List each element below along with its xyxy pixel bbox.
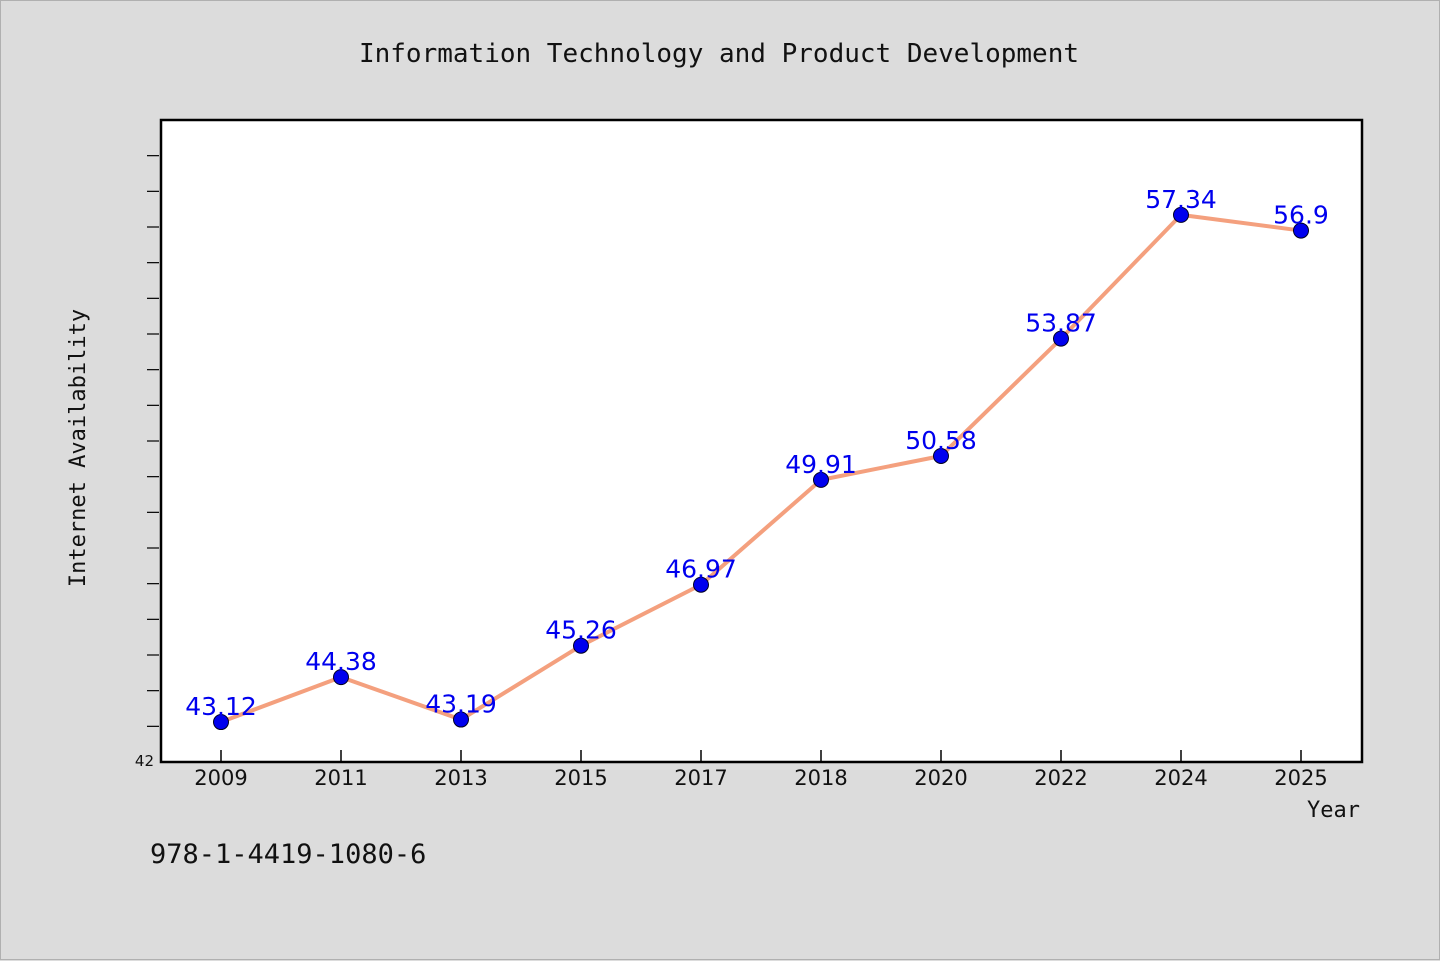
data-label: 50.58 [905, 426, 977, 455]
data-label: 53.87 [1025, 309, 1097, 338]
data-point [813, 471, 829, 488]
data-point [213, 714, 229, 731]
x-axis-label: Year [1307, 798, 1360, 823]
data-point [573, 637, 589, 654]
chart-title: Information Technology and Product Devel… [359, 39, 1079, 69]
x-tick-label: 2020 [914, 766, 967, 790]
x-tick-label: 2025 [1274, 766, 1327, 790]
x-tick-label: 2024 [1154, 766, 1207, 790]
y-axis-label: Internet Availability [66, 309, 91, 587]
data-point [1173, 206, 1189, 223]
data-point [453, 711, 469, 728]
data-label: 46.97 [665, 555, 737, 584]
data-label: 43.19 [425, 690, 497, 719]
x-tick-label: 2011 [314, 766, 367, 790]
footer-code: 978-1-4419-1080-6 [150, 839, 426, 870]
y-tick-label: 42 [135, 752, 154, 770]
x-tick-label: 2013 [434, 766, 487, 790]
data-label: 57.34 [1145, 185, 1217, 214]
data-point [1293, 222, 1309, 239]
plot-area [159, 118, 1364, 764]
data-label: 43.12 [185, 692, 257, 721]
x-axis-ticks: 2009 2011 2013 2015 2017 2018 2020 2022 2024 2025 [194, 750, 1328, 790]
data-point [693, 576, 709, 593]
data-label: 44.38 [305, 647, 377, 676]
series-layer: 43.12 44.38 43.19 45.26 46.97 49.91 50.58 53.87… [185, 185, 1329, 731]
x-tick-label: 2015 [554, 766, 607, 790]
x-tick-label: 2009 [194, 766, 247, 790]
data-label: 56.9 [1273, 201, 1329, 230]
data-label: 45.26 [545, 616, 617, 645]
x-tick-label: 2022 [1034, 766, 1087, 790]
x-tick-label: 2017 [674, 766, 727, 790]
data-point [1053, 330, 1069, 347]
data-label: 49.91 [785, 450, 857, 479]
series-line [220, 212, 1302, 724]
data-point [933, 447, 949, 464]
x-tick-label: 2018 [794, 766, 847, 790]
data-point [333, 669, 349, 686]
y-axis-ticks: 42 [135, 155, 159, 770]
